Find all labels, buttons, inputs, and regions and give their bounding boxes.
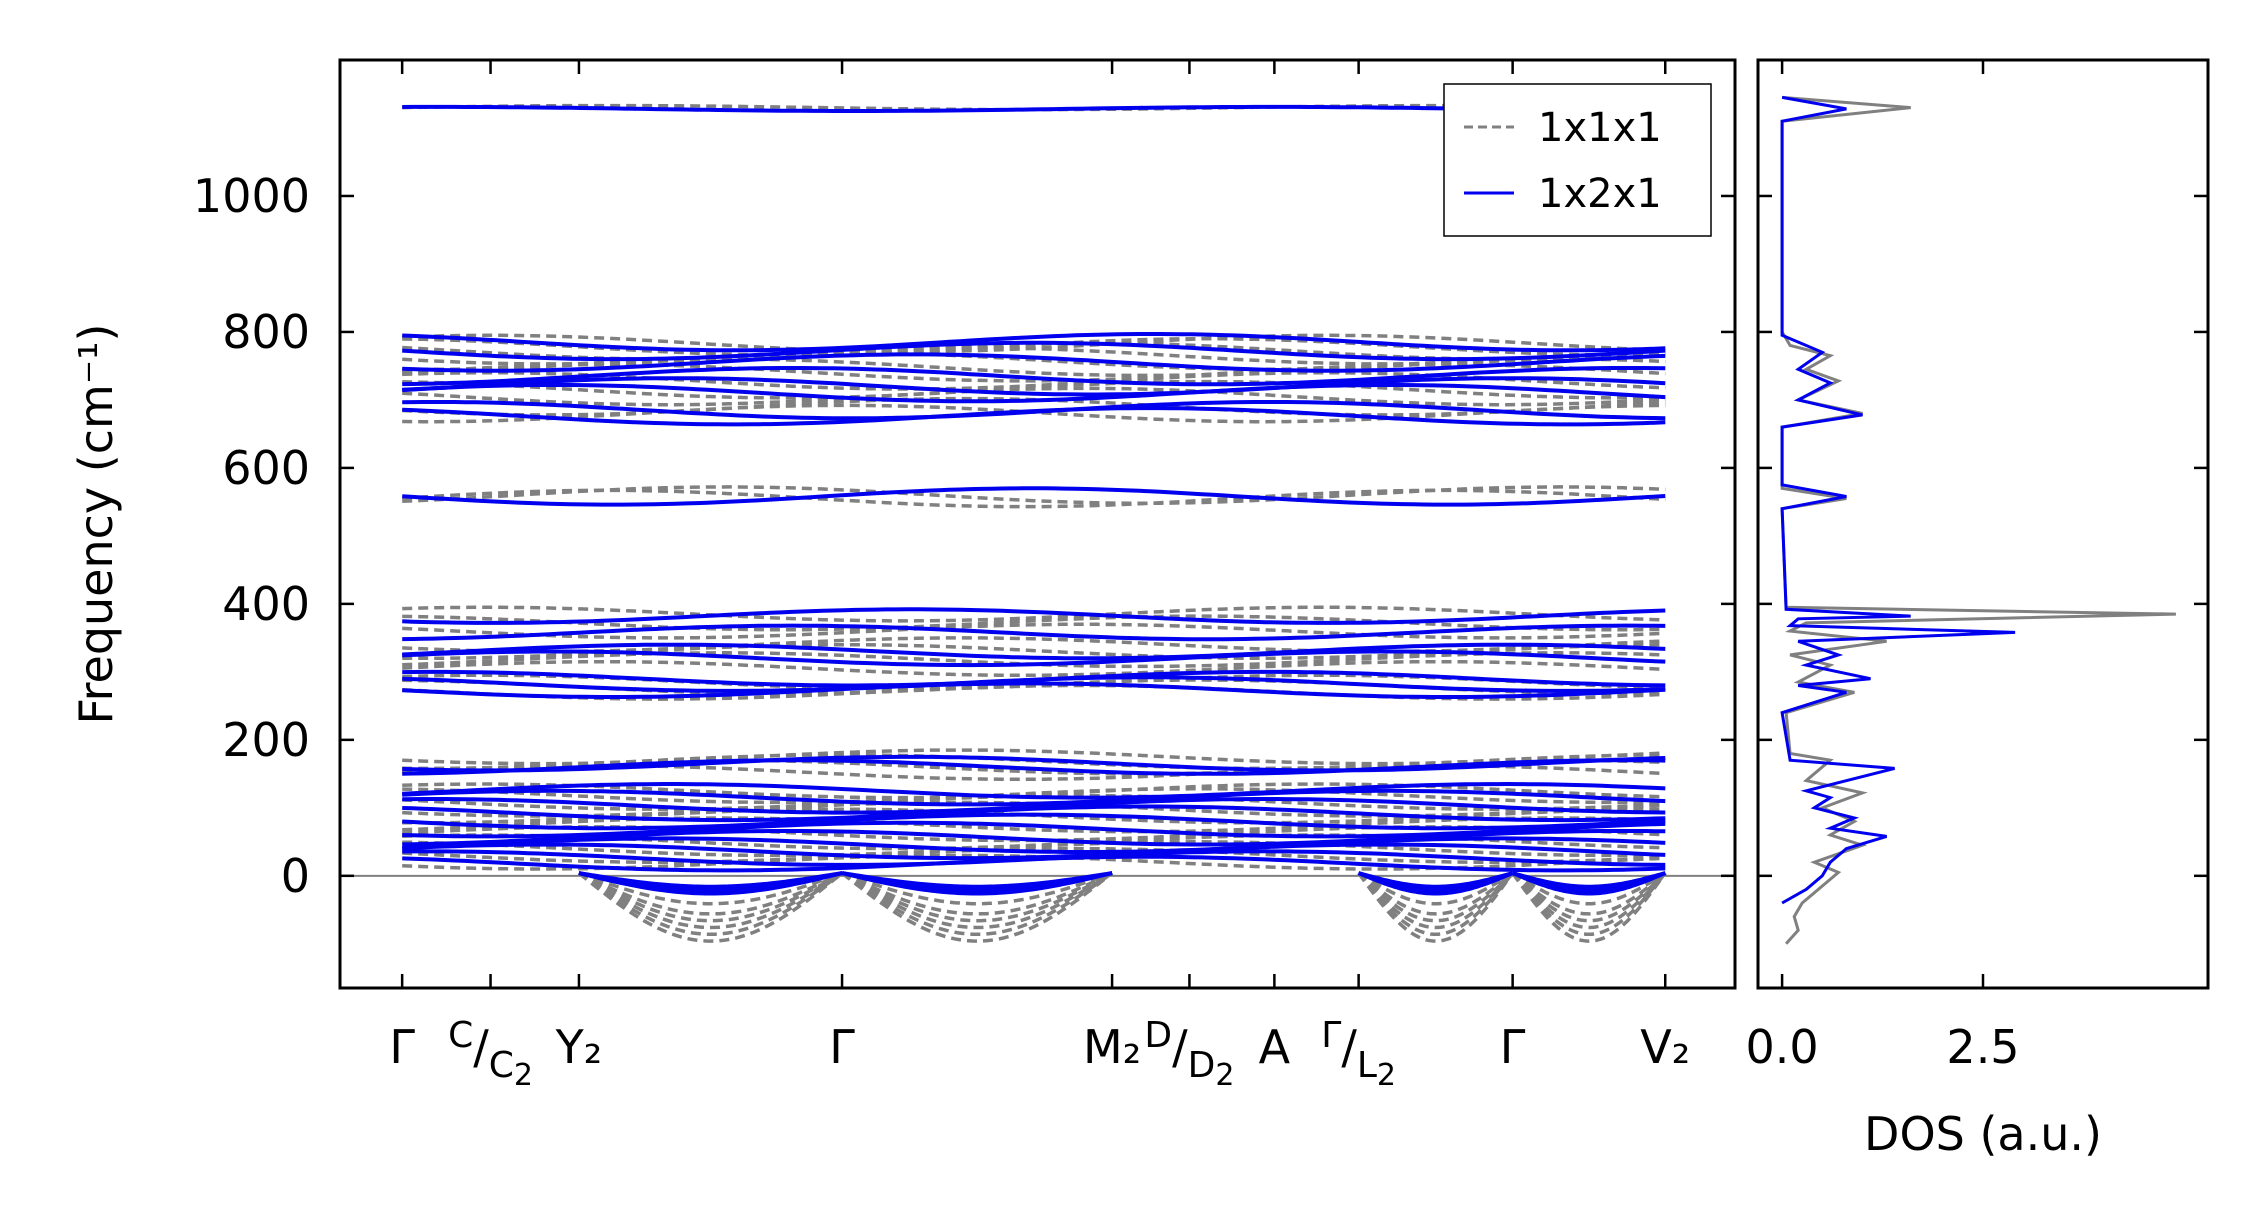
soft-mode-1x1x1: [1357, 872, 1515, 943]
band-line-1x2x1: [402, 675, 1666, 693]
soft-mode-1x1x1: [841, 871, 1113, 906]
band-line-1x2x1: [402, 340, 1666, 362]
soft-mode-1x1x1: [577, 871, 844, 937]
band-line-1x2x1: [402, 836, 1666, 854]
dos-x-tick-label: 2.5: [1946, 1020, 2019, 1074]
y-tick-label: 0: [281, 849, 310, 903]
k-point-label: Γ/L2: [1321, 1015, 1396, 1093]
k-path-labels: Γ C/C2 Y₂ Γ M₂ D/D2 A Γ/L2 Γ V₂: [389, 60, 1690, 1093]
soft-mode-1x2x1: [1511, 871, 1667, 896]
band-line-1x1x1: [402, 622, 1666, 640]
y-axis-label: Frequency (cm⁻¹): [69, 324, 123, 725]
soft-mode-1x1x1: [1357, 871, 1514, 923]
k-point-label: M₂: [1083, 1020, 1141, 1074]
band-axes-frame: [338, 58, 1737, 990]
band-line-1x2x1: [402, 854, 1666, 873]
dos-plot: [1780, 95, 2176, 945]
band-line-1x1x1: [402, 614, 1666, 632]
soft-mode-1x1x1: [1511, 871, 1667, 937]
band-line-1x2x1: [402, 820, 1666, 839]
band-line-1x2x1: [402, 758, 1666, 776]
band-line-1x2x1: [402, 332, 1666, 353]
soft-mode-1x1x1: [1357, 871, 1514, 937]
soft-mode-1x1x1: [578, 871, 843, 916]
band-line-1x2x1: [402, 781, 1666, 800]
dos-curve-1x2x1: [1780, 95, 2016, 905]
band-line-1x2x1: [402, 649, 1666, 668]
legend-label-1x2x1: 1x2x1: [1538, 171, 1662, 217]
soft-mode-1x1x1: [1357, 871, 1514, 906]
band-line-1x1x1: [402, 787, 1666, 805]
soft-mode-1x1x1: [1511, 871, 1667, 906]
band-line-1x1x1: [402, 357, 1666, 378]
soft-mode-1x1x1: [1357, 871, 1514, 930]
legend-label-1x1x1: 1x1x1: [1538, 105, 1662, 151]
soft-mode-1x1x1: [577, 871, 844, 943]
soft-mode-1x1x1: [841, 871, 1114, 930]
band-line-1x2x1: [402, 804, 1666, 823]
band-line-1x1x1: [402, 846, 1666, 864]
soft-mode-1x1x1: [1511, 871, 1667, 930]
k-point-label: A: [1259, 1020, 1291, 1074]
band-line-1x2x1: [402, 376, 1666, 397]
y-tick-label: 200: [222, 713, 310, 767]
soft-mode-1x1x1: [841, 871, 1113, 923]
y-tick-label: 600: [222, 441, 310, 495]
soft-mode-1x1x1: [841, 871, 1114, 937]
band-line-1x1x1: [402, 605, 1666, 623]
k-point-label: V₂: [1640, 1020, 1690, 1074]
soft-mode-1x1x1: [841, 871, 1113, 916]
band-line-1x2x1: [402, 607, 1666, 625]
legend: 1x1x1 1x2x1: [1443, 83, 1712, 237]
band-line-1x1x1: [402, 386, 1666, 407]
k-point-label: Γ: [829, 1020, 855, 1074]
band-line-1x2x1: [402, 642, 1666, 661]
k-point-label: Γ: [1500, 1020, 1526, 1074]
band-line-1x2x1: [402, 681, 1666, 699]
k-point-label: D/D2: [1144, 1015, 1234, 1093]
band-line-1x2x1: [402, 788, 1666, 807]
band-line-1x1x1: [402, 816, 1666, 834]
band-line-1x2x1: [402, 623, 1666, 642]
dos-curve-1x1x1: [1780, 95, 2176, 945]
band-line-1x2x1: [402, 366, 1666, 387]
soft-mode-1x1x1: [1511, 871, 1667, 923]
soft-mode-1x1x1: [1357, 871, 1514, 916]
soft-mode-1x1x1: [841, 871, 1114, 943]
soft-mode-1x2x1: [841, 871, 1113, 896]
soft-mode-1x1x1: [577, 871, 844, 930]
band-line-1x2x1: [402, 406, 1666, 427]
band-line-1x1x1: [402, 659, 1666, 678]
y-tick-label: 400: [222, 577, 310, 631]
band-line-1x2x1: [402, 754, 1666, 773]
soft-mode-1x1x1: [578, 871, 843, 906]
k-point-label: C/C2: [448, 1015, 533, 1093]
soft-mode-1x2x1: [578, 871, 843, 896]
soft-mode-1x1x1: [1511, 872, 1667, 943]
band-line-1x2x1: [402, 352, 1666, 373]
band-line-1x2x1: [402, 486, 1666, 507]
band-line-1x2x1: [402, 812, 1666, 831]
soft-mode-1x1x1: [578, 871, 843, 923]
band-line-1x1x1: [402, 758, 1666, 776]
y-tick-label: 800: [222, 305, 310, 359]
legend-box: [1443, 83, 1712, 237]
dos-x-tick-label: 0.0: [1746, 1020, 1819, 1074]
k-point-label: Γ: [389, 1020, 415, 1074]
soft-mode-1x1x1: [1511, 871, 1667, 916]
y-tick-label: 1000: [193, 169, 310, 223]
band-axis-ticks: 0 200 400 600 800 1000: [193, 169, 2208, 903]
band-line-1x1x1: [402, 488, 1666, 509]
band-structure-plot: [340, 103, 1735, 943]
dos-x-axis-label: DOS (a.u.): [1864, 1107, 2102, 1161]
band-line-1x2x1: [402, 829, 1666, 847]
band-line-1x1x1: [402, 840, 1666, 858]
k-point-label: Y₂: [555, 1020, 603, 1074]
band-line-1x1x1: [402, 362, 1666, 383]
band-line-1x2x1: [402, 383, 1666, 404]
dos-axis-ticks: 0.0 2.5: [1746, 60, 2020, 1074]
soft-mode-1x2x1: [1357, 871, 1514, 896]
